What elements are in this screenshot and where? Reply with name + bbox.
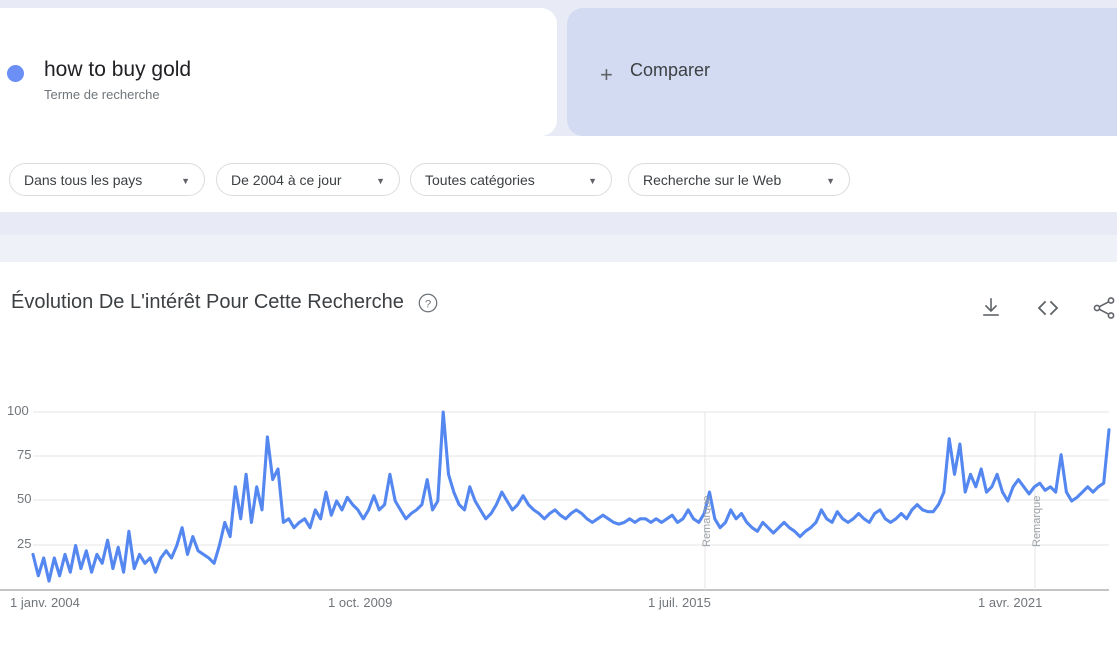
svg-text:?: ? [425, 299, 431, 311]
